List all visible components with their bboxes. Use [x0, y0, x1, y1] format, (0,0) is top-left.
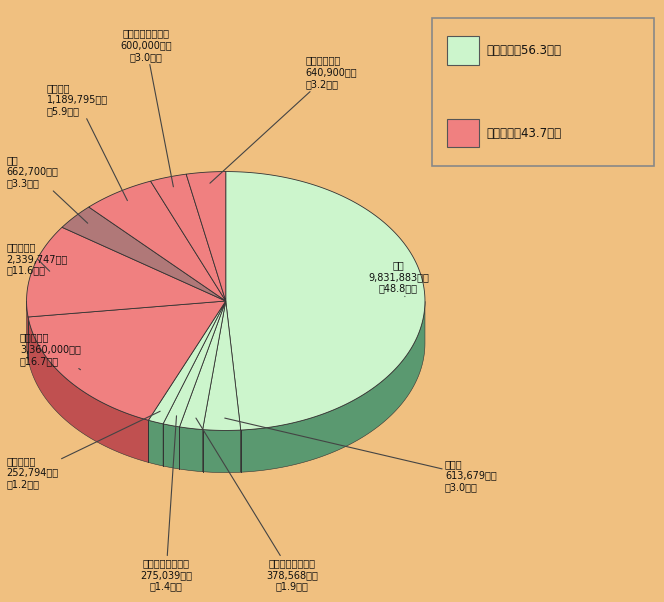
Text: 自主財源（56.3％）: 自主財源（56.3％） — [487, 44, 562, 57]
Text: 財産収入他
252,794千円
（1.2％）: 財産収入他 252,794千円 （1.2％） — [7, 411, 160, 489]
Polygon shape — [27, 228, 226, 317]
FancyBboxPatch shape — [432, 18, 654, 166]
Polygon shape — [151, 174, 226, 301]
Polygon shape — [203, 301, 240, 430]
Polygon shape — [89, 181, 226, 301]
Polygon shape — [163, 301, 226, 427]
Polygon shape — [226, 172, 425, 430]
Text: 地方交付税
3,360,000千円
（16.7％）: 地方交付税 3,360,000千円 （16.7％） — [20, 332, 81, 370]
Text: 市税
9,831,883千円
（48.8％）: 市税 9,831,883千円 （48.8％） — [368, 260, 429, 297]
Polygon shape — [148, 301, 226, 424]
Text: 分担金及び負担金
275,039千円
（1.4％）: 分担金及び負担金 275,039千円 （1.4％） — [140, 416, 192, 592]
Polygon shape — [179, 427, 203, 472]
Text: 府支出金
1,189,795千円
（5.9％）: 府支出金 1,189,795千円 （5.9％） — [46, 82, 127, 200]
Polygon shape — [186, 172, 226, 301]
Polygon shape — [148, 420, 163, 466]
Polygon shape — [62, 207, 226, 301]
Polygon shape — [203, 430, 240, 473]
Polygon shape — [28, 317, 148, 462]
Polygon shape — [240, 302, 425, 472]
Polygon shape — [27, 301, 28, 359]
FancyBboxPatch shape — [447, 119, 479, 147]
Text: 地方譲与税他
640,900千円
（3.2％）: 地方譲与税他 640,900千円 （3.2％） — [210, 55, 357, 183]
Polygon shape — [28, 301, 226, 420]
Text: 使用料及び手数料
378,568千円
（1.9％）: 使用料及び手数料 378,568千円 （1.9％） — [196, 418, 318, 592]
Polygon shape — [179, 301, 226, 430]
FancyBboxPatch shape — [447, 36, 479, 65]
Text: 国庫支出金
2,339,747千円
（11.6％）: 国庫支出金 2,339,747千円 （11.6％） — [7, 242, 68, 276]
Text: 依存財源（43.7％）: 依存財源（43.7％） — [487, 126, 562, 140]
Text: 繰入金
613,679千円
（3.0％）: 繰入金 613,679千円 （3.0％） — [224, 418, 497, 492]
Polygon shape — [163, 424, 179, 469]
Text: 地方消費税交付金
600,000千円
（3.0％）: 地方消費税交付金 600,000千円 （3.0％） — [120, 28, 173, 187]
Text: 市債
662,700千円
（3.3％）: 市債 662,700千円 （3.3％） — [7, 155, 88, 223]
